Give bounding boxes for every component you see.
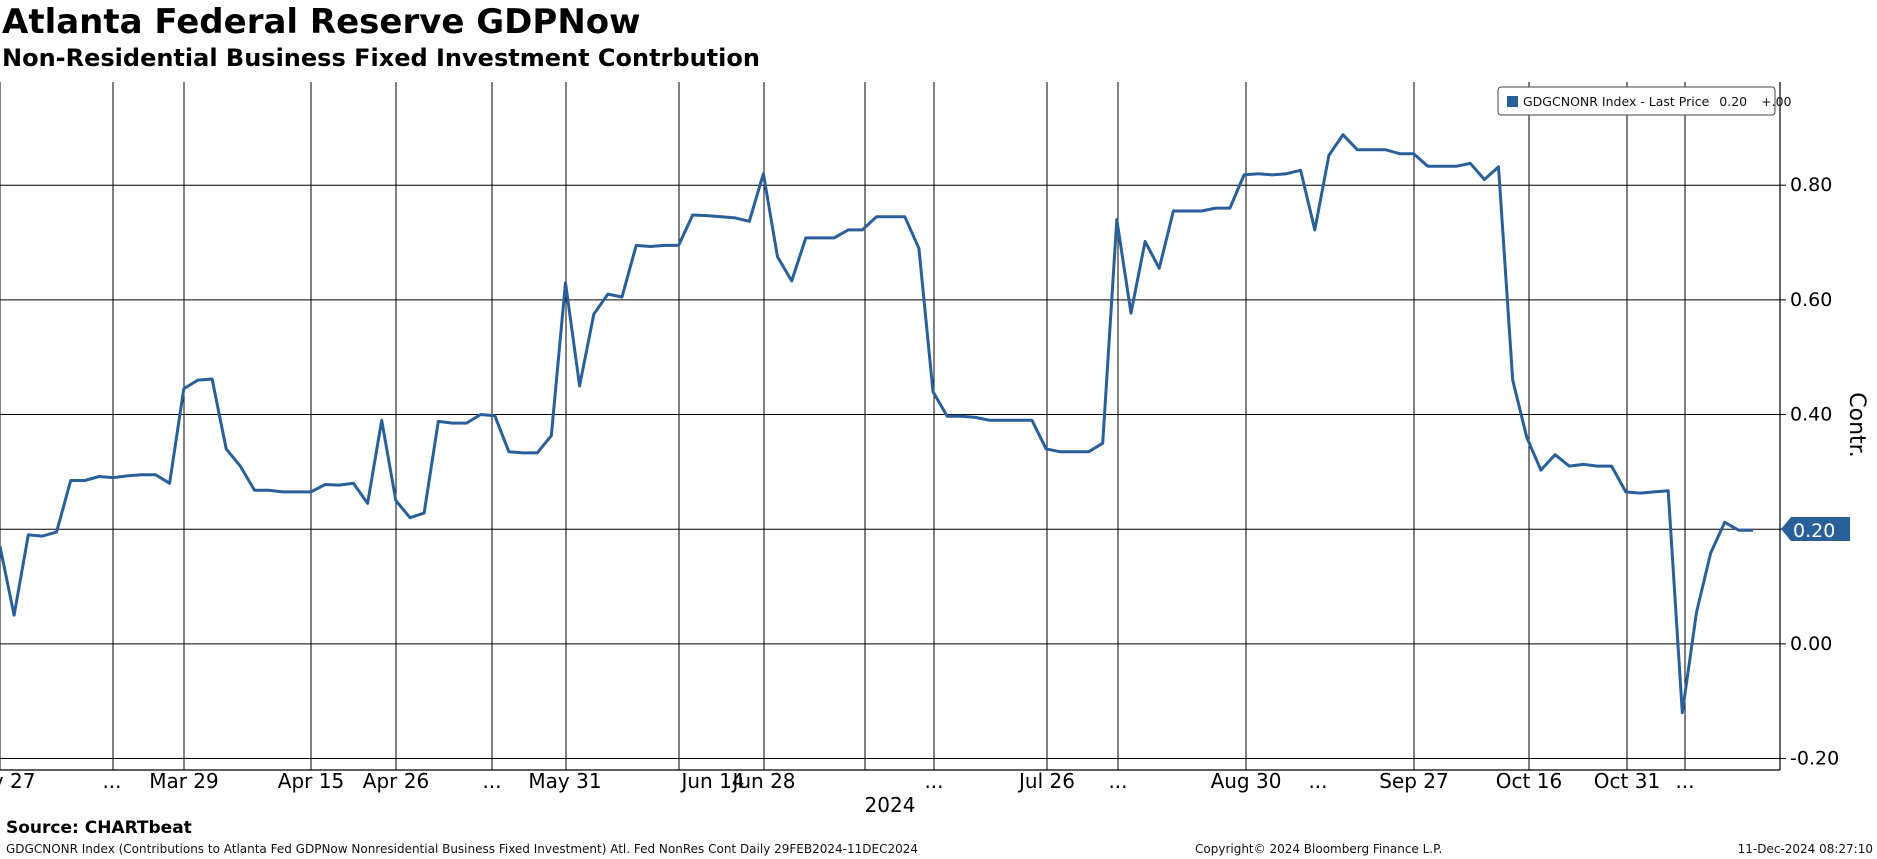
legend-swatch [1507,96,1518,107]
legend-entry: GDGCNONR Index - Last Price [1523,94,1710,109]
last-price-tag: 0.20 [1781,517,1850,542]
x-tick-label: Aug 30 [1211,769,1282,793]
x-tick-label: Oct 31 [1594,769,1660,793]
y-axis-title: Contr. [1844,392,1869,457]
footer-description: GDGCNONR Index (Contributions to Atlanta… [6,842,918,856]
x-year-label: 2024 [865,793,916,817]
footer-copyright: Copyright© 2024 Bloomberg Finance L.P. [1195,842,1443,856]
x-tick-label: Sep 27 [1379,769,1449,793]
legend-last-value: 0.20 [1719,94,1747,109]
chart-title: Atlanta Federal Reserve GDPNow [2,2,641,42]
x-tick-label: ... [102,769,121,793]
x-tick-label: Jun 28 [730,769,795,793]
x-tick-label: Jun 14 [679,769,744,793]
x-tick-label: Jul 26 [1017,769,1075,793]
x-tick-label: Mar 29 [149,769,219,793]
x-tick-label: Apr 15 [278,769,344,793]
x-tick-label: ... [1308,769,1327,793]
y-tick-label: -0.20 [1790,748,1839,770]
chart-subtitle: Non-Residential Business Fixed Investmen… [2,44,760,72]
svg-text:GDGCNONR Index - Last Price: GDGCNONR Index - Last Price 0.20 +.00 [1523,94,1792,109]
legend-change: +.00 [1761,94,1791,109]
last-price-marker [1781,517,1850,541]
legend-frame [1497,86,1776,116]
x-tick-label: Apr 26 [363,769,429,793]
x-tick-label: ... [482,769,501,793]
y-tick-label: 0.40 [1790,404,1832,426]
grid-layer [0,82,1780,770]
x-tick-label: ... [924,769,943,793]
x-tick-label: ... [1675,769,1694,793]
x-tick-label: Nov 27 [0,769,35,793]
series-layer [0,133,1753,715]
source-note: Source: CHARTbeat [6,818,192,838]
x-tick-label: Oct 16 [1496,769,1562,793]
y-tick-label: 0.00 [1790,633,1832,655]
series-line [0,133,1753,715]
axis-layer [0,82,1786,771]
legend: GDGCNONR Index - Last Price 0.20 +.00 [1497,86,1792,116]
label-layer: -0.20 0.00 0.20 0.40 0.60 0.80... Mar 29 Apr 15… [0,174,1869,817]
y-tick-label: 0.60 [1790,289,1832,311]
x-tick-label: ... [1108,769,1127,793]
x-tick-label: May 31 [528,769,601,793]
y-tick-label: 0.80 [1790,174,1832,196]
last-price-label: 0.20 [1793,520,1835,542]
footer-timestamp: 11-Dec-2024 08:27:10 [1737,842,1873,856]
